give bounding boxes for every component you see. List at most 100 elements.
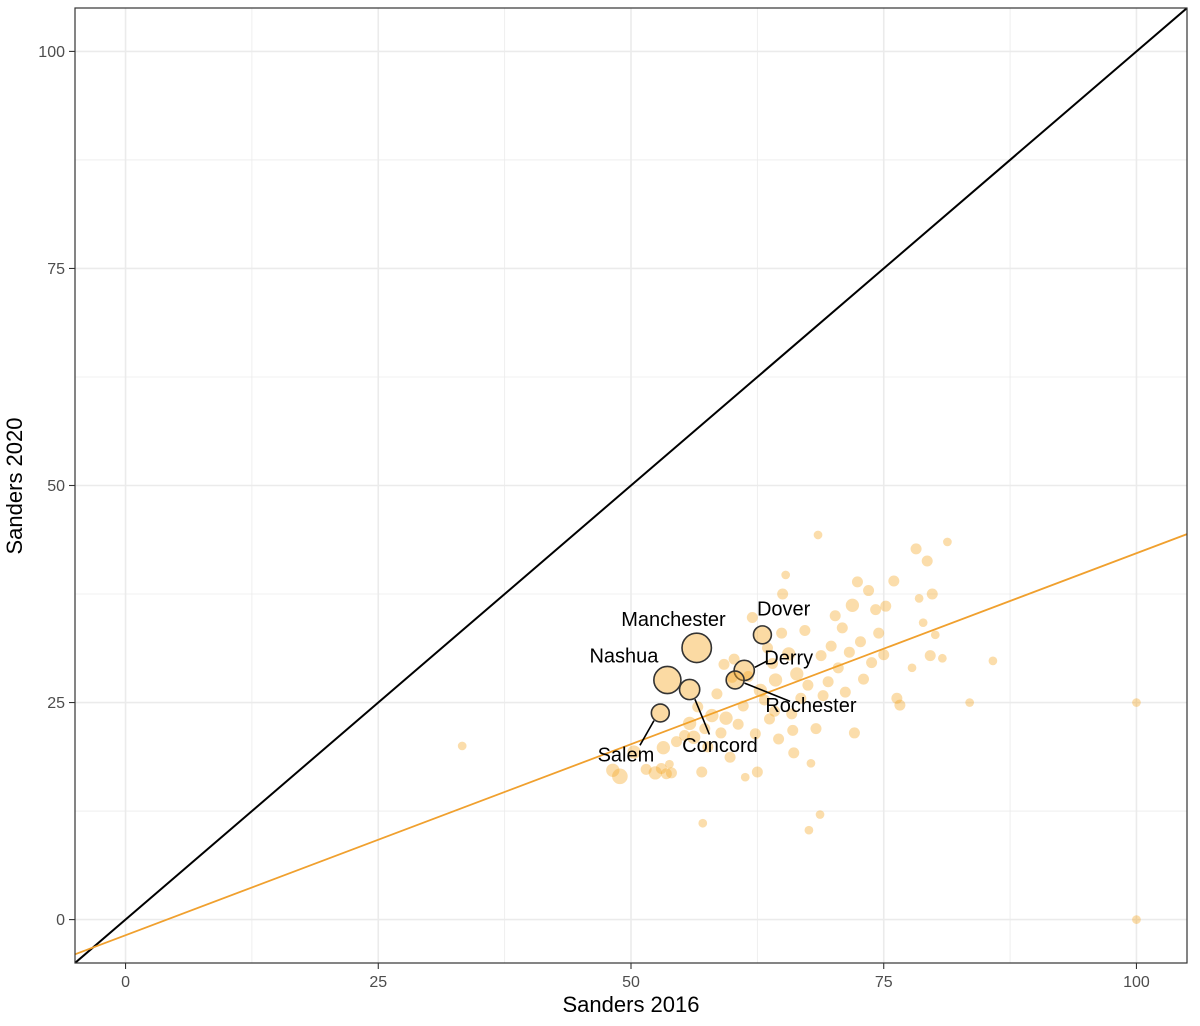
data-point	[848, 727, 860, 739]
fit-line	[75, 533, 1187, 956]
data-point	[724, 751, 736, 763]
data-point	[965, 698, 975, 707]
y-axis-ticks: 0 25 50 75 100	[38, 44, 75, 929]
data-point	[907, 663, 917, 673]
highlighted-point-manchester	[681, 632, 713, 664]
data-point	[749, 728, 761, 740]
leader-line-concord	[694, 698, 711, 735]
data-point	[656, 741, 670, 755]
data-point	[705, 708, 719, 723]
data-points	[457, 530, 1141, 924]
data-point	[627, 745, 641, 759]
data-point	[810, 723, 822, 735]
data-point	[866, 657, 878, 669]
data-point	[782, 647, 796, 661]
data-point	[813, 530, 823, 540]
data-point	[781, 570, 791, 580]
data-point	[817, 690, 829, 702]
highlighted-point-rochester	[725, 670, 745, 690]
data-point	[769, 705, 781, 717]
data-point	[751, 766, 763, 778]
x-axis-ticks: 0 25 50 75 100	[121, 963, 1150, 991]
data-point	[926, 588, 938, 600]
x-tick-label: 25	[369, 974, 387, 991]
data-point	[891, 692, 903, 704]
data-point	[799, 624, 811, 636]
data-point	[863, 585, 875, 597]
data-point	[825, 640, 837, 652]
data-point	[921, 555, 933, 567]
data-point	[670, 736, 682, 748]
data-point	[836, 622, 848, 634]
data-point	[753, 683, 768, 698]
data-point	[698, 818, 708, 828]
data-point	[804, 825, 814, 835]
data-point	[696, 766, 708, 778]
data-point	[767, 657, 779, 669]
label-manchester: Manchester	[621, 609, 726, 631]
data-point	[822, 676, 834, 688]
data-point	[930, 630, 940, 640]
highlighted-points	[650, 625, 773, 723]
data-point	[880, 600, 892, 612]
data-point	[943, 537, 952, 547]
data-point	[918, 618, 928, 628]
data-point	[740, 772, 750, 782]
data-point	[718, 658, 730, 670]
x-tick-label: 100	[1123, 974, 1150, 991]
y-tick-label: 50	[47, 478, 65, 495]
data-point	[790, 667, 804, 681]
data-point	[845, 598, 860, 612]
city-labels: Manchester Nashua Dover Derry Rochester Conco…	[589, 599, 856, 767]
data-point	[728, 653, 740, 665]
data-point	[732, 718, 744, 730]
data-point	[839, 686, 851, 698]
x-tick-label: 75	[875, 974, 893, 991]
data-point	[737, 700, 749, 712]
data-point	[702, 741, 714, 753]
data-point	[851, 576, 863, 588]
highlighted-point-salem	[650, 703, 671, 723]
data-point	[787, 724, 799, 736]
label-derry: Derry	[764, 647, 813, 669]
data-point	[873, 627, 885, 639]
data-point	[746, 611, 758, 623]
highlighted-point-concord	[678, 678, 701, 701]
leader-line-rochester	[744, 682, 791, 703]
data-point	[806, 758, 816, 768]
data-point	[640, 763, 652, 775]
data-point	[682, 716, 697, 731]
data-point	[776, 627, 788, 639]
y-tick-label: 75	[47, 261, 65, 278]
data-point	[854, 636, 866, 648]
highlighted-point-dover	[752, 625, 773, 645]
data-point	[612, 768, 628, 785]
data-point	[687, 730, 701, 744]
data-point	[768, 673, 783, 687]
data-point	[878, 649, 890, 661]
data-point	[606, 763, 620, 777]
data-point	[665, 759, 674, 769]
data-point	[763, 713, 775, 725]
y-tick-label: 0	[56, 912, 65, 929]
data-point	[679, 730, 691, 742]
data-point	[832, 662, 844, 674]
data-point	[788, 747, 800, 759]
data-point	[761, 642, 773, 654]
data-point	[655, 763, 667, 775]
y-axis-title: Sanders 2020	[2, 418, 27, 555]
data-point	[742, 671, 754, 682]
identity-line	[75, 8, 1187, 963]
data-point	[758, 694, 770, 706]
data-point	[894, 699, 906, 711]
x-axis-title: Sanders 2016	[563, 992, 700, 1017]
data-point	[914, 594, 924, 603]
data-point	[1132, 698, 1141, 707]
data-point	[924, 650, 936, 662]
data-point	[648, 766, 662, 780]
reference-lines	[75, 8, 1187, 963]
x-tick-label: 0	[121, 974, 130, 991]
data-point	[786, 708, 798, 720]
data-point	[988, 656, 998, 666]
